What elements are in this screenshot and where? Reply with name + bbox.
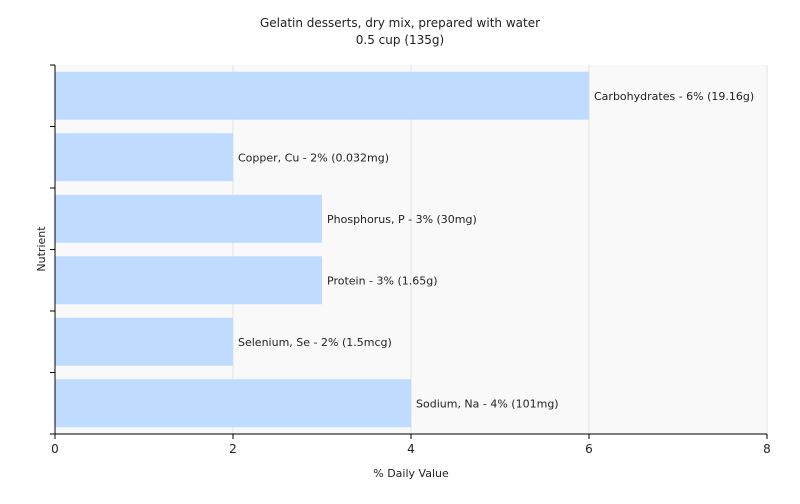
- x-tick-label-3: 6: [585, 442, 593, 456]
- axes: 0 2 4 6 8: [50, 64, 771, 456]
- x-tick-label-0: 0: [51, 442, 59, 456]
- bar-0: [55, 71, 589, 120]
- data-label-4: Selenium, Se - 2% (1.5mcg): [238, 336, 392, 349]
- grid-lines: [232, 65, 768, 434]
- x-tick-label-2: 4: [407, 442, 415, 456]
- data-labels: Carbohydrates - 6% (19.16g) Copper, Cu - …: [238, 90, 754, 411]
- bar-3: [55, 256, 322, 305]
- data-label-3: Protein - 3% (1.65g): [327, 274, 438, 287]
- data-label-0: Carbohydrates - 6% (19.16g): [594, 90, 754, 103]
- data-label-1: Copper, Cu - 2% (0.032mg): [238, 151, 389, 164]
- data-label-2: Phosphorus, P - 3% (30mg): [327, 213, 477, 226]
- x-tick-label-4: 8: [763, 442, 771, 456]
- chart-title: Gelatin desserts, dry mix, prepared with…: [260, 16, 540, 30]
- bar-1: [55, 133, 233, 182]
- bars: [55, 71, 589, 428]
- bar-5: [55, 379, 411, 428]
- x-tick-label-1: 2: [229, 442, 237, 456]
- data-label-5: Sodium, Na - 4% (101mg): [416, 397, 559, 410]
- bar-4: [55, 317, 233, 366]
- chart-subtitle: 0.5 cup (135g): [356, 33, 444, 47]
- y-axis-label: Nutrient: [35, 226, 48, 272]
- x-axis-label: % Daily Value: [373, 467, 449, 480]
- bar-2: [55, 194, 322, 243]
